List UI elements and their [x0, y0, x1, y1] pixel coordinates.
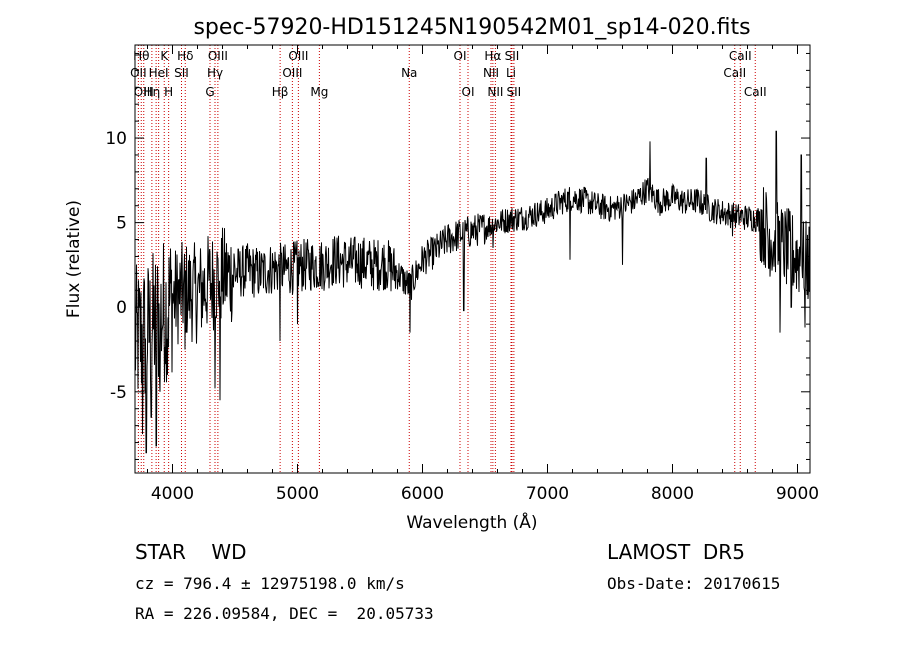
y-tick-label: -5 [110, 383, 127, 403]
x-axis-label: Wavelength (Å) [406, 511, 537, 533]
spectrum-line [134, 130, 811, 454]
spectral-line-label: CaII [723, 66, 746, 80]
spectral-line-label: Na [401, 66, 417, 80]
spectral-line-label: OIII [134, 85, 154, 99]
object-class: STAR WD [135, 540, 247, 564]
spectral-line-label: Hδ [177, 49, 193, 63]
plot-frame [134, 44, 811, 474]
spectral-line-label: Hβ [272, 85, 289, 99]
spectral-line-label: OIII [288, 49, 308, 63]
redshift-velocity: cz = 796.4 ± 12975198.0 km/s [135, 574, 405, 593]
spectral-line-label: CaII [729, 49, 752, 63]
spectral-line-label: CaII [744, 85, 767, 99]
x-tick-label: 4000 [151, 484, 194, 504]
spectral-line-label: Hα [484, 49, 501, 63]
x-tick-label: 7000 [526, 484, 569, 504]
spectral-line-label: Hγ [207, 66, 223, 80]
spectral-line-label: NII [487, 85, 503, 99]
chart-title: spec-57920-HD151245N190542M01_sp14-020.f… [193, 15, 750, 40]
x-axis: 4000 5000 6000 7000 8000 9000 [147, 45, 819, 504]
spectral-line-label: Hη [144, 85, 161, 99]
spectral-line-label: OI [454, 49, 467, 63]
y-tick-label: 5 [116, 214, 127, 234]
spectral-line-label: Li [506, 66, 516, 80]
observation-date: Obs-Date: 20170615 [607, 574, 781, 593]
x-tick-label: 8000 [651, 484, 694, 504]
y-tick-label: 0 [116, 298, 127, 318]
spectral-line-label: G [205, 85, 214, 99]
spectral-line-label: Hθ [133, 49, 149, 63]
x-tick-label: 9000 [776, 484, 819, 504]
survey-name: LAMOST DR5 [607, 540, 745, 564]
spectral-line-label: SII [505, 49, 520, 63]
y-tick-label: 10 [105, 129, 127, 149]
y-axis-label: Flux (relative) [64, 200, 84, 318]
spectral-line-label: OI [462, 85, 475, 99]
spectral-line-label: OIII [282, 66, 302, 80]
spectral-line-label: Mg [310, 85, 328, 99]
x-tick-label: 6000 [401, 484, 444, 504]
spectral-line-label: SII [507, 85, 522, 99]
spectral-line-label: H [164, 85, 173, 99]
spectral-line-label: SII [174, 66, 189, 80]
spectral-line-label: OIII [208, 49, 228, 63]
y-axis: -5 0 5 10 [105, 52, 810, 460]
coordinates: RA = 226.09584, DEC = 20.05733 [135, 604, 434, 623]
spectral-line-label: OII [130, 66, 147, 80]
spectral-line-label: K [160, 49, 169, 63]
spectral-line-labels: OIIHθOIIIHηHeIKHSIIHδGHγOIIIHβOIIIOIIIMg… [130, 49, 767, 99]
spectral-line-label: NII [483, 66, 499, 80]
spectral-line-label: HeI [149, 66, 169, 80]
x-tick-label: 5000 [276, 484, 319, 504]
